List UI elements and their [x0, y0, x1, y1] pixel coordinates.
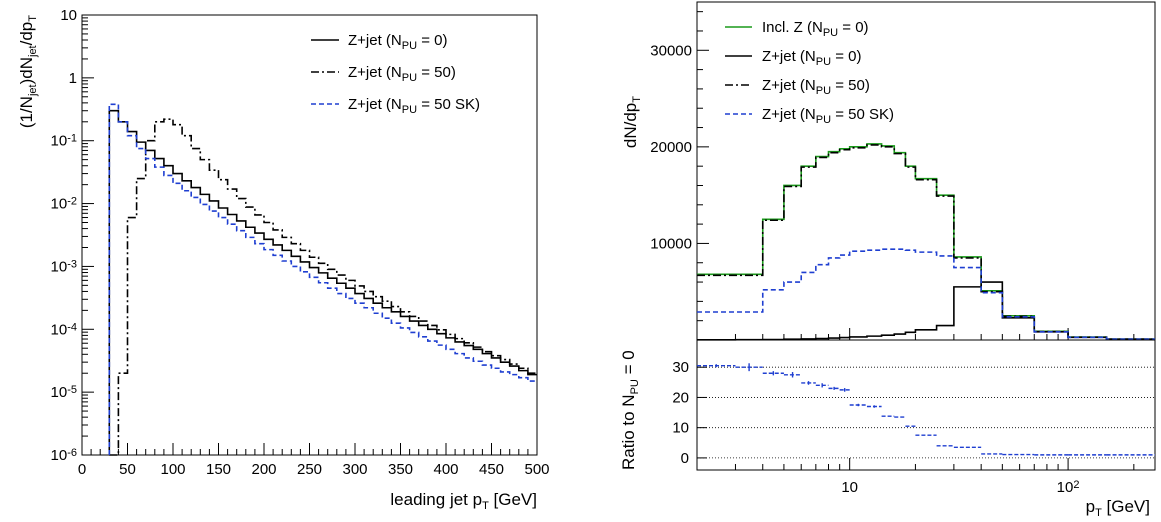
- y-tick-label: 10: [672, 420, 689, 437]
- series-3-line: [697, 248, 1155, 341]
- plot-frame: [696, 339, 1156, 471]
- right-chart-panel: 10000 20000 30000 dN/dpT Incl. Z (NPU = 0) Z+…: [621, 1, 1156, 341]
- legend-entry-label: Z+jet (NPU = 0): [348, 32, 447, 52]
- y-axis-title: Ratio to NPU = 0: [619, 350, 641, 470]
- y-tick-label: 10-6: [51, 447, 77, 464]
- legend-entry-label: Z+jet (NPU = 0): [762, 48, 861, 68]
- x-tick-label: 300: [342, 461, 367, 478]
- x-tick-label: 500: [524, 461, 549, 478]
- y-tick-label: 20000: [650, 139, 692, 156]
- series-2-line: [108, 103, 537, 455]
- plot-frame: [81, 14, 538, 456]
- legend-entry-label: Z+jet (NPU = 50): [762, 77, 870, 97]
- left-chart-panel: 0 50 100 150 200 250 300 350 400 450 500 10-6 10-5 10…: [17, 7, 550, 512]
- y-tick-label: 0: [681, 450, 689, 467]
- x-tick-label: 100: [160, 461, 185, 478]
- x-tick-label: 150: [206, 461, 231, 478]
- x-tick-label: 50: [119, 461, 136, 478]
- x-axis-title: pT [GeV]: [1086, 497, 1150, 519]
- x-tick-label: 450: [479, 461, 504, 478]
- x-tick-label: 250: [297, 461, 322, 478]
- ratio-chart-panel: 0 10 20 30 10 102 Ratio to NPU = 0 pT [GeV]: [619, 339, 1156, 519]
- y-tick-label: 30: [672, 359, 689, 376]
- x-axis-title: leading jet pT [GeV]: [390, 490, 537, 512]
- y-tick-label: 10000: [650, 235, 692, 252]
- x-tick-label: 350: [388, 461, 413, 478]
- legend-entry-label: Incl. Z (NPU = 0): [762, 19, 869, 39]
- series-1-line: [697, 281, 1155, 341]
- series-0-line: [108, 109, 537, 455]
- y-tick-label: 1: [69, 70, 77, 87]
- series-0-line: [697, 143, 1155, 341]
- y-tick-label: 10-1: [51, 132, 77, 149]
- x-tick-label: 200: [251, 461, 276, 478]
- y-tick-label: 10-4: [51, 321, 77, 338]
- y-axis-title: (1/Njet)dNjet/dpT: [17, 15, 39, 128]
- legend-entry-label: Z+jet (NPU = 50 SK): [348, 96, 480, 116]
- y-axis-title: dN/dpT: [621, 96, 643, 148]
- y-tick-label: 30000: [650, 42, 692, 59]
- x-tick-label: 102: [1057, 479, 1080, 496]
- y-tick-label: 10-3: [51, 258, 77, 275]
- legend-entry-label: Z+jet (NPU = 50 SK): [762, 106, 894, 126]
- series-2-line: [697, 144, 1155, 341]
- y-tick-label: 20: [672, 389, 689, 406]
- y-tick-label: 10-5: [51, 384, 77, 401]
- x-tick-label: 10: [841, 479, 858, 496]
- y-tick-label: 10: [60, 7, 77, 24]
- x-tick-label: 0: [78, 461, 86, 478]
- legend-entry-label: Z+jet (NPU = 50): [348, 64, 456, 84]
- series-1-line: [109, 118, 537, 456]
- x-tick-label: 400: [433, 461, 458, 478]
- y-tick-label: 10-2: [51, 195, 77, 212]
